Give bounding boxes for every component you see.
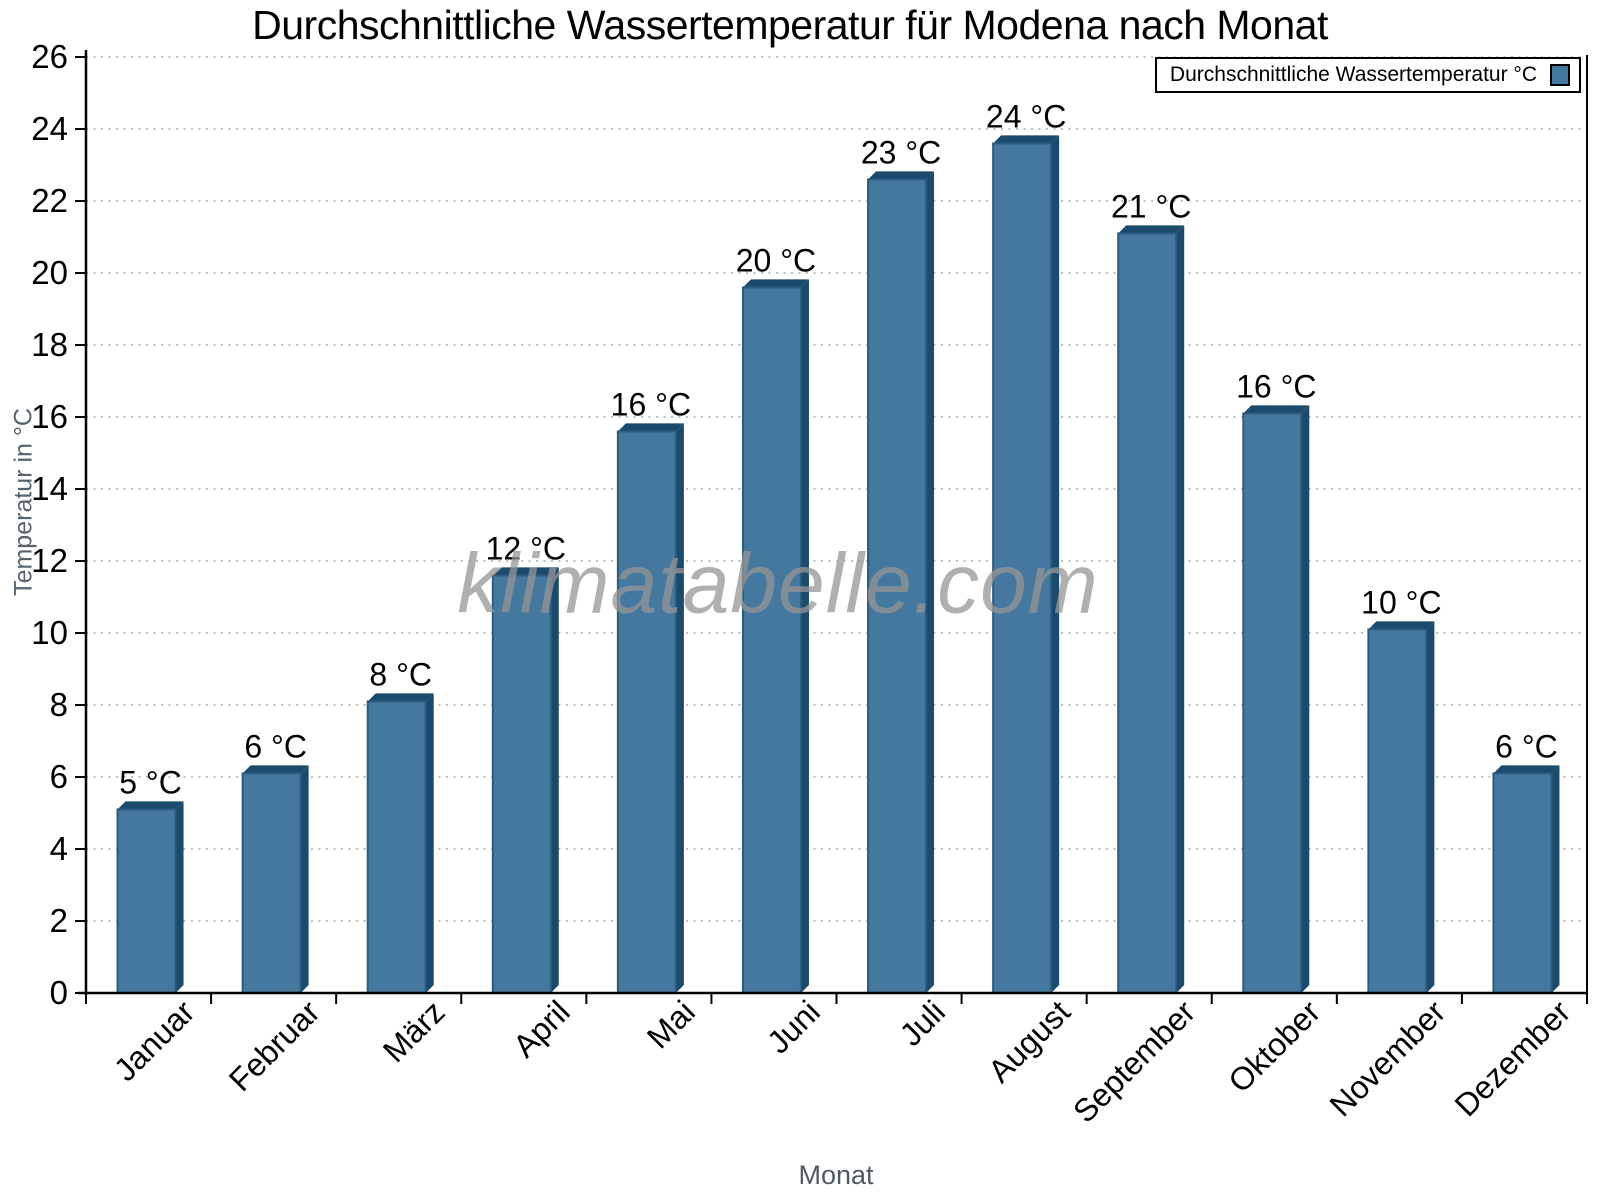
x-tick-label: Februar [222, 993, 327, 1098]
y-axis-title: Temperatur in °C [9, 408, 38, 596]
x-tick-label: Oktober [1221, 993, 1327, 1099]
bar-value-label: 6 °C [244, 728, 307, 764]
bar-top-face [617, 423, 684, 432]
bar-side-face [1176, 225, 1185, 993]
y-tick-label: 22 [31, 182, 68, 219]
bar [992, 142, 1053, 994]
bar-value-label: 10 °C [1361, 584, 1441, 620]
bar-side-face [550, 567, 559, 993]
bar [1492, 772, 1553, 995]
bar-side-face [800, 279, 809, 993]
bar-value-label: 6 °C [1495, 728, 1558, 764]
bar-side-face [926, 171, 935, 993]
y-tick-label: 26 [31, 38, 68, 75]
y-tick-label: 4 [50, 830, 68, 867]
y-tick-label: 18 [31, 326, 68, 363]
x-tick-label: November [1322, 993, 1452, 1123]
x-tick-label: April [506, 993, 577, 1064]
y-tick-label: 14 [31, 470, 68, 507]
bar-value-label: 16 °C [1236, 368, 1316, 404]
bar-top-face [1368, 621, 1435, 630]
bar [116, 808, 177, 995]
bar-value-label: 24 °C [986, 98, 1066, 134]
bar-side-face [1051, 135, 1060, 993]
bar-top-face [742, 279, 809, 288]
bar-top-face [1118, 225, 1185, 234]
x-tick-label: Juni [760, 993, 827, 1060]
bar-value-label: 20 °C [736, 242, 816, 278]
bar [1242, 412, 1303, 994]
bar-value-label: 12 °C [486, 530, 566, 566]
bar-top-face [492, 567, 559, 576]
y-tick-label: 0 [50, 974, 68, 1011]
x-tick-label: Januar [107, 993, 202, 1088]
bar-top-face [868, 171, 935, 180]
bar-top-face [117, 801, 184, 810]
bar-side-face [175, 801, 184, 993]
bar-side-face [1301, 405, 1310, 993]
bar-value-label: 21 °C [1111, 188, 1191, 224]
y-tick-label: 24 [31, 110, 68, 147]
bar-top-face [993, 135, 1060, 144]
x-tick-label: Dezember [1448, 993, 1578, 1123]
bar-side-face [1426, 621, 1435, 993]
legend: Durchschnittliche Wassertemperatur °C [1155, 57, 1581, 93]
legend-swatch-icon [1550, 64, 1570, 86]
y-tick-label: 8 [50, 686, 68, 723]
y-tick-label: 6 [50, 758, 68, 795]
y-tick-label: 10 [31, 614, 68, 651]
y-tick-label: 16 [31, 398, 68, 435]
bar-side-face [300, 765, 309, 993]
bar [1367, 628, 1428, 995]
bar-side-face [425, 693, 434, 993]
x-axis-title: Monat [798, 1160, 874, 1190]
legend-label: Durchschnittliche Wassertemperatur °C [1169, 63, 1537, 86]
x-tick-label: Mai [640, 993, 702, 1055]
bar [616, 430, 677, 994]
bar-side-face [675, 423, 684, 993]
bar [241, 772, 302, 995]
bar [1117, 232, 1178, 994]
bar-value-label: 8 °C [369, 656, 432, 692]
bar [366, 700, 427, 995]
bar [867, 178, 928, 994]
bar-side-face [1551, 765, 1560, 993]
x-tick-label: Juli [893, 993, 952, 1052]
y-tick-label: 2 [50, 902, 68, 939]
y-tick-label: 20 [31, 254, 68, 291]
bar-value-label: 23 °C [861, 134, 941, 170]
x-tick-label: September [1066, 993, 1202, 1129]
bar-top-face [1243, 405, 1310, 414]
bar-top-face [242, 765, 309, 774]
bar-top-face [367, 693, 434, 702]
bar-value-label: 16 °C [611, 386, 691, 422]
bar [491, 574, 552, 995]
bar [741, 286, 802, 994]
bar-value-label: 5 °C [119, 764, 182, 800]
y-tick-label: 12 [31, 542, 68, 579]
bar-top-face [1493, 765, 1560, 774]
x-tick-label: März [376, 993, 452, 1069]
x-tick-label: August [981, 993, 1077, 1089]
chart-title: Durchschnittliche Wassertemperatur für M… [252, 2, 1328, 48]
